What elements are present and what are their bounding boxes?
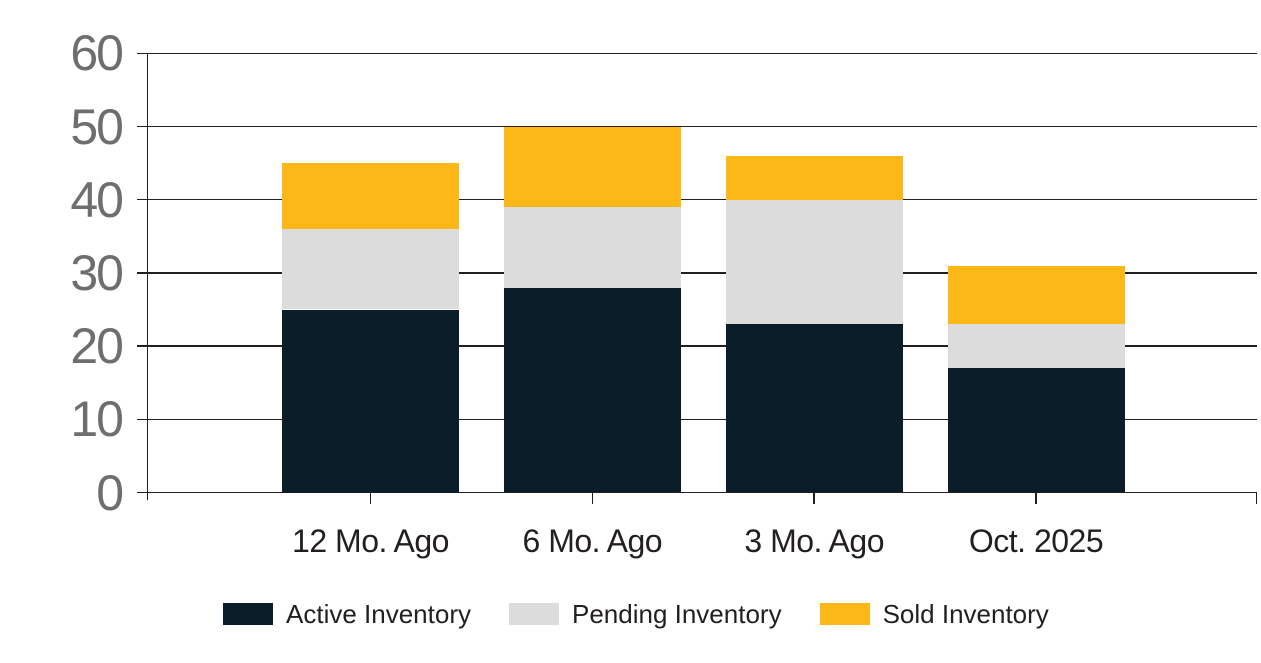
legend-swatch xyxy=(223,603,273,625)
legend-swatch xyxy=(508,603,559,625)
y-tick-label: 20 xyxy=(70,318,124,375)
bar-segment-sold-inventory xyxy=(725,155,903,200)
x-category-label: 12 Mo. Ago xyxy=(292,523,449,559)
y-gridline xyxy=(147,52,1257,55)
legend-swatch xyxy=(819,603,870,625)
x-category-label: 6 Mo. Ago xyxy=(522,523,663,559)
chart-legend: Active Inventory Pending Inventory Sold In… xyxy=(223,601,1049,627)
x-tick xyxy=(591,492,594,504)
y-tick-label: 40 xyxy=(70,171,124,228)
bar-segment-active-inventory xyxy=(947,368,1125,493)
y-tick-label: 10 xyxy=(70,391,124,448)
y-tick xyxy=(136,125,148,128)
legend-item-active-inventory: Active Inventory xyxy=(223,601,471,627)
y-tick xyxy=(136,52,148,55)
bar-segment-sold-inventory xyxy=(503,126,681,208)
legend-label: Active Inventory xyxy=(286,599,471,629)
y-tick-label: 60 xyxy=(70,25,124,82)
y-tick xyxy=(136,272,148,274)
y-gridline xyxy=(147,418,1257,421)
bar-segment-pending-inventory xyxy=(282,228,459,310)
legend-item-pending-inventory: Pending Inventory xyxy=(508,599,782,629)
y-gridline xyxy=(147,272,1257,274)
legend-label: Sold Inventory xyxy=(882,599,1049,629)
y-tick-label: 50 xyxy=(70,98,124,155)
legend-item-sold-inventory: Sold Inventory xyxy=(819,599,1049,629)
bar-segment-pending-inventory xyxy=(503,207,681,288)
bar-segment-active-inventory xyxy=(503,287,681,493)
y-gridline xyxy=(147,125,1257,128)
y-tick-label: 30 xyxy=(70,244,124,301)
bar-segment-sold-inventory xyxy=(282,163,459,229)
x-axis-end-tick xyxy=(1255,492,1257,504)
y-tick-label: 0 xyxy=(96,464,124,521)
y-tick xyxy=(136,418,148,421)
y-gridline xyxy=(147,198,1257,201)
y-gridline xyxy=(147,345,1257,347)
x-tick xyxy=(1035,492,1037,504)
x-tick xyxy=(813,492,815,504)
x-axis-baseline xyxy=(147,491,1257,494)
x-tick xyxy=(369,492,372,504)
bar-segment-active-inventory xyxy=(282,309,459,493)
bar-segment-sold-inventory xyxy=(947,265,1125,325)
y-tick xyxy=(136,198,148,201)
x-category-label: Oct. 2025 xyxy=(968,523,1104,559)
y-tick xyxy=(136,345,148,347)
bar-segment-pending-inventory xyxy=(947,324,1125,369)
y-axis-line xyxy=(146,52,149,500)
x-category-label: 3 Mo. Ago xyxy=(744,523,884,559)
bar-segment-active-inventory xyxy=(725,324,903,493)
bar-segment-pending-inventory xyxy=(725,199,903,325)
y-tick xyxy=(136,491,148,494)
legend-label: Pending Inventory xyxy=(571,599,782,629)
